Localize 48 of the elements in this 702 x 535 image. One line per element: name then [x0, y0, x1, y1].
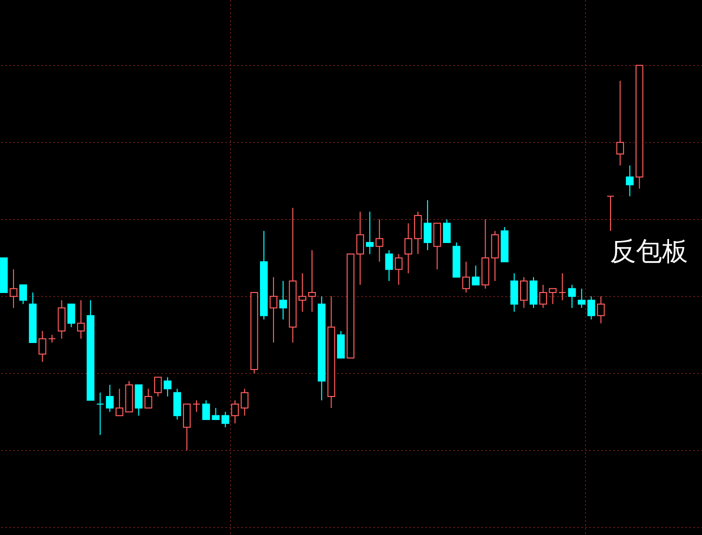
candlestick [626, 165, 634, 197]
candlestick [414, 211, 422, 255]
annotation: 反包板 [610, 237, 688, 267]
candlestick [19, 284, 28, 305]
candlestick [433, 222, 442, 270]
candlestick [279, 280, 288, 320]
candlestick [182, 404, 191, 451]
candlestick [77, 300, 85, 340]
candlestick [202, 400, 210, 420]
candlestick [578, 288, 586, 308]
candlestick [462, 261, 470, 294]
candlestick [67, 304, 76, 328]
candlestick [154, 376, 162, 397]
candlestick [337, 330, 345, 358]
candlestick [212, 407, 220, 420]
candlestick [376, 218, 384, 262]
candlestick [530, 276, 538, 308]
candlestick [442, 218, 451, 243]
candlestick [58, 300, 66, 340]
candlestick [606, 196, 614, 232]
candlestick [597, 296, 605, 324]
candlestick [510, 272, 518, 312]
candlestick [356, 211, 364, 286]
candlestick [539, 284, 547, 308]
candlestick [424, 200, 432, 251]
candlestick [134, 384, 143, 416]
candlestick [568, 284, 576, 308]
candlestick [394, 254, 403, 286]
candlestick [558, 272, 566, 301]
candlestick [10, 268, 18, 308]
candlestick [192, 400, 200, 412]
candlestick [587, 296, 596, 320]
candlestick [144, 388, 152, 408]
candlestick [491, 230, 499, 282]
candlestick [385, 250, 393, 282]
candlestick [270, 276, 278, 344]
candlestick [616, 80, 624, 166]
candlestick [221, 411, 230, 428]
candlestick [548, 288, 557, 305]
candlestick [173, 388, 182, 420]
candlestick [164, 376, 172, 397]
candlestick [520, 276, 528, 308]
candlestick [366, 211, 374, 255]
candlestick [96, 392, 104, 436]
candlestick [106, 384, 114, 412]
candlestick [38, 330, 46, 362]
candlestick [472, 265, 480, 286]
candlestick [404, 222, 412, 274]
